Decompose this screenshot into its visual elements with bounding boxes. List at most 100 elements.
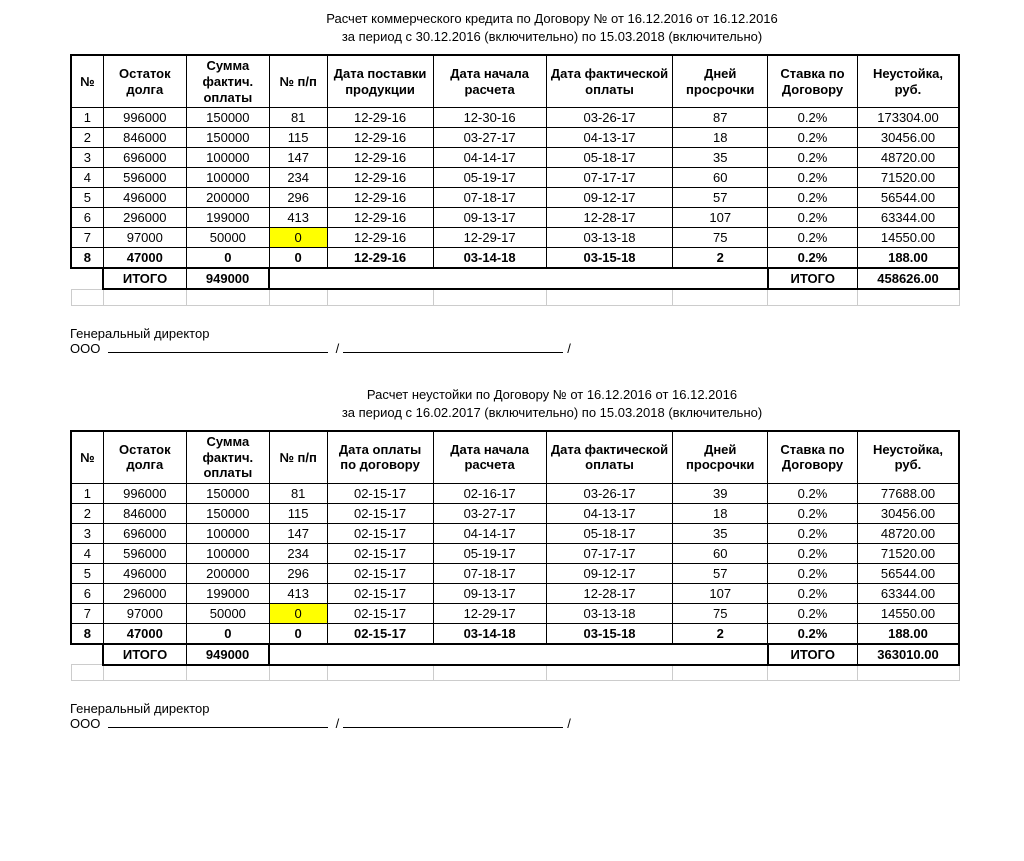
- cell-num: 8: [71, 248, 103, 269]
- header-row: №Остаток долгаСумма фактич. оплаты№ п/пД…: [71, 431, 959, 483]
- cell-rate: 0.2%: [768, 108, 858, 128]
- signature-underline: [343, 352, 563, 353]
- signature-line-row: ООО //: [70, 341, 1014, 356]
- cell-np: 296: [269, 188, 327, 208]
- spacer-cell: [673, 665, 768, 681]
- spacer-cell: [103, 289, 186, 305]
- cell-days: 75: [673, 228, 768, 248]
- spacer-row: [71, 289, 959, 305]
- signature-underline: [108, 352, 328, 353]
- data-row: 629600019900041302-15-1709-13-1712-28-17…: [71, 583, 959, 603]
- slash: /: [567, 341, 571, 356]
- total-label: ИТОГО: [103, 268, 186, 289]
- header-fact: Дата фактической оплаты: [546, 55, 673, 107]
- cell-pay: 150000: [186, 108, 269, 128]
- spacer-cell: [327, 289, 433, 305]
- header-start: Дата начала расчета: [433, 55, 546, 107]
- cell-debt: 47000: [103, 623, 186, 644]
- cell-date1: 02-15-17: [327, 563, 433, 583]
- cell-date3: 03-15-18: [546, 623, 673, 644]
- signature-line-row: ООО //: [70, 716, 1014, 731]
- title-block: Расчет неустойки по Договору № от 16.12.…: [90, 386, 1014, 422]
- cell-days: 18: [673, 128, 768, 148]
- header-num: №: [71, 55, 103, 107]
- total-label2: ИТОГО: [768, 644, 858, 665]
- cell-np: 81: [269, 108, 327, 128]
- cell-days: 60: [673, 168, 768, 188]
- cell-np: 147: [269, 148, 327, 168]
- section-1: Расчет коммерческого кредита по Договору…: [10, 10, 1014, 356]
- cell-date1: 12-29-16: [327, 248, 433, 269]
- cell-penalty: 63344.00: [857, 583, 959, 603]
- cell-date2: 05-19-17: [433, 543, 546, 563]
- cell-days: 39: [673, 483, 768, 503]
- cell-pay: 0: [186, 248, 269, 269]
- cell-rate: 0.2%: [768, 228, 858, 248]
- cell-num: 3: [71, 148, 103, 168]
- data-row: 369600010000014702-15-1704-14-1705-18-17…: [71, 523, 959, 543]
- cell-penalty: 173304.00: [857, 108, 959, 128]
- cell-date2: 03-14-18: [433, 248, 546, 269]
- cell-date3: 07-17-17: [546, 543, 673, 563]
- header-fact: Дата фактической оплаты: [546, 431, 673, 483]
- total-row: ИТОГО949000ИТОГО458626.00: [71, 268, 959, 289]
- cell-np: 413: [269, 208, 327, 228]
- data-row: 79700050000012-29-1612-29-1703-13-18750.…: [71, 228, 959, 248]
- title-line-2: за период с 30.12.2016 (включительно) по…: [90, 28, 1014, 46]
- total-label2: ИТОГО: [768, 268, 858, 289]
- data-row: 549600020000029612-29-1607-18-1709-12-17…: [71, 188, 959, 208]
- cell-date2: 03-27-17: [433, 503, 546, 523]
- data-row: 629600019900041312-29-1609-13-1712-28-17…: [71, 208, 959, 228]
- cell-debt: 996000: [103, 108, 186, 128]
- cell-date3: 04-13-17: [546, 503, 673, 523]
- cell-date3: 09-12-17: [546, 563, 673, 583]
- spacer-cell: [768, 665, 858, 681]
- cell-np: 115: [269, 503, 327, 523]
- header-days: Дней просрочки: [673, 55, 768, 107]
- cell-rate: 0.2%: [768, 128, 858, 148]
- cell-penalty: 56544.00: [857, 188, 959, 208]
- data-row: 8470000012-29-1603-14-1803-15-1820.2%188…: [71, 248, 959, 269]
- spacer-cell: [433, 665, 546, 681]
- data-row: 459600010000023412-29-1605-19-1707-17-17…: [71, 168, 959, 188]
- cell-np: 81: [269, 483, 327, 503]
- cell-date3: 12-28-17: [546, 208, 673, 228]
- cell-days: 2: [673, 248, 768, 269]
- data-row: 284600015000011502-15-1703-27-1704-13-17…: [71, 503, 959, 523]
- cell-debt: 696000: [103, 148, 186, 168]
- cell-date2: 12-29-17: [433, 228, 546, 248]
- spacer-cell: [673, 289, 768, 305]
- cell-days: 18: [673, 503, 768, 523]
- cell-rate: 0.2%: [768, 148, 858, 168]
- cell-date3: 04-13-17: [546, 128, 673, 148]
- cell-debt: 596000: [103, 543, 186, 563]
- cell-debt: 496000: [103, 563, 186, 583]
- cell-penalty: 30456.00: [857, 503, 959, 523]
- data-row: 19960001500008112-29-1612-30-1603-26-178…: [71, 108, 959, 128]
- cell-num: 3: [71, 523, 103, 543]
- cell-date1: 02-15-17: [327, 503, 433, 523]
- cell-rate: 0.2%: [768, 168, 858, 188]
- spacer-cell: [269, 289, 327, 305]
- spacer-cell: [546, 289, 673, 305]
- cell-penalty: 77688.00: [857, 483, 959, 503]
- cell-num: 4: [71, 543, 103, 563]
- cell-date1: 02-15-17: [327, 603, 433, 623]
- header-np: № п/п: [269, 431, 327, 483]
- cell-date2: 03-27-17: [433, 128, 546, 148]
- cell-np: 0: [269, 603, 327, 623]
- cell-penalty: 30456.00: [857, 128, 959, 148]
- cell-date3: 03-13-18: [546, 603, 673, 623]
- signature-org: ООО: [70, 716, 100, 731]
- spacer-cell: [103, 665, 186, 681]
- spacer-row: [71, 665, 959, 681]
- header-penalty: Неустойка, руб.: [857, 431, 959, 483]
- cell-days: 107: [673, 208, 768, 228]
- data-row: 8470000002-15-1703-14-1803-15-1820.2%188…: [71, 623, 959, 644]
- cell-np: 0: [269, 623, 327, 644]
- cell-num: 2: [71, 128, 103, 148]
- data-row: 284600015000011512-29-1603-27-1704-13-17…: [71, 128, 959, 148]
- header-start: Дата начала расчета: [433, 431, 546, 483]
- cell-date2: 03-14-18: [433, 623, 546, 644]
- spacer-cell: [269, 665, 327, 681]
